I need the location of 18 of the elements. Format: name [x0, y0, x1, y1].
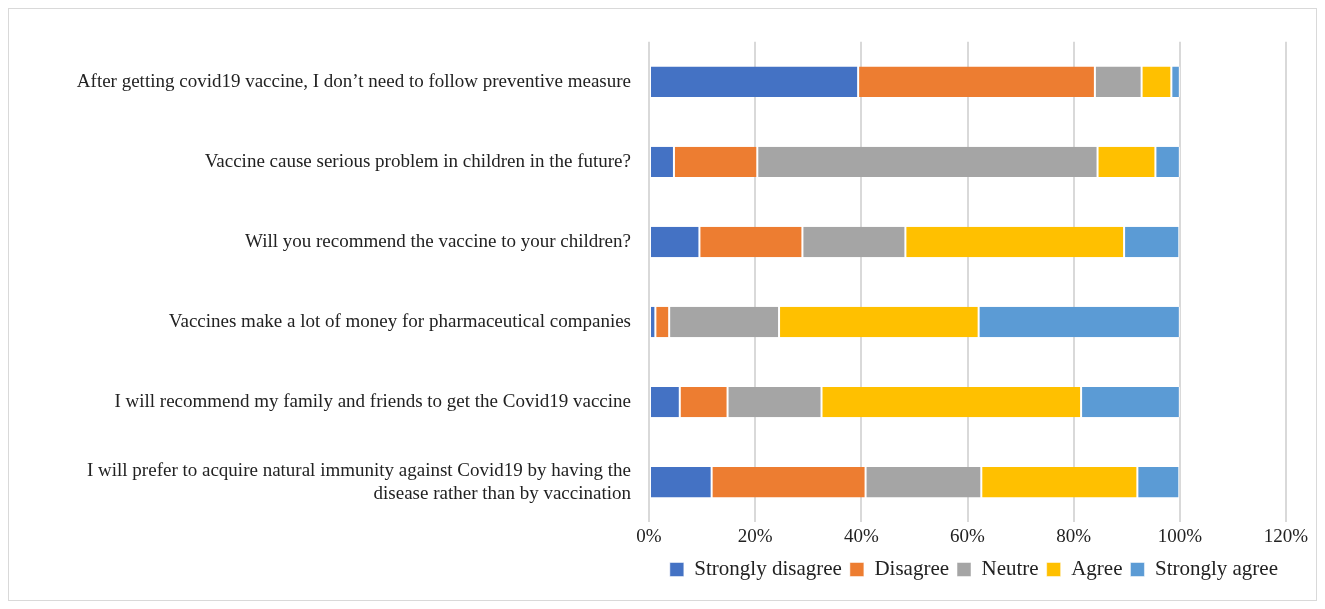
x-tick-label: 120%: [1263, 524, 1309, 546]
legend-label: Strongly disagree: [694, 556, 842, 581]
y-tick-label: Vaccines make a lot of money for pharmaceutical companies: [168, 310, 631, 332]
y-tick-label: I will recommend my family and friends to get the Covid19 vaccine: [114, 390, 631, 412]
legend-label: Agree: [1071, 556, 1123, 581]
x-tick-label: 80%: [1056, 524, 1092, 546]
legend-label: Neutre: [981, 556, 1039, 581]
legend-label: Disagree: [874, 556, 950, 581]
legend-label: Strongly agree: [1154, 556, 1278, 581]
x-tick-label: 100%: [1157, 524, 1203, 546]
y-tick-label: After getting covid19 vaccine, I don’t need to follow preventive measure: [76, 69, 631, 91]
y-tick-label: Vaccine cause serious problem in children in the future?: [204, 149, 631, 171]
x-tick-label: 40%: [843, 524, 879, 546]
x-tick-label: 20%: [737, 524, 773, 546]
x-tick-label: 0%: [636, 524, 662, 546]
x-tick-label: 60%: [950, 524, 986, 546]
y-tick-label: Will you recommend the vaccine to your children?: [245, 229, 631, 251]
y-tick-label: I will prefer to acquire natural immunity against Covid19 by having the disease rather than by vaccination: [86, 458, 632, 503]
